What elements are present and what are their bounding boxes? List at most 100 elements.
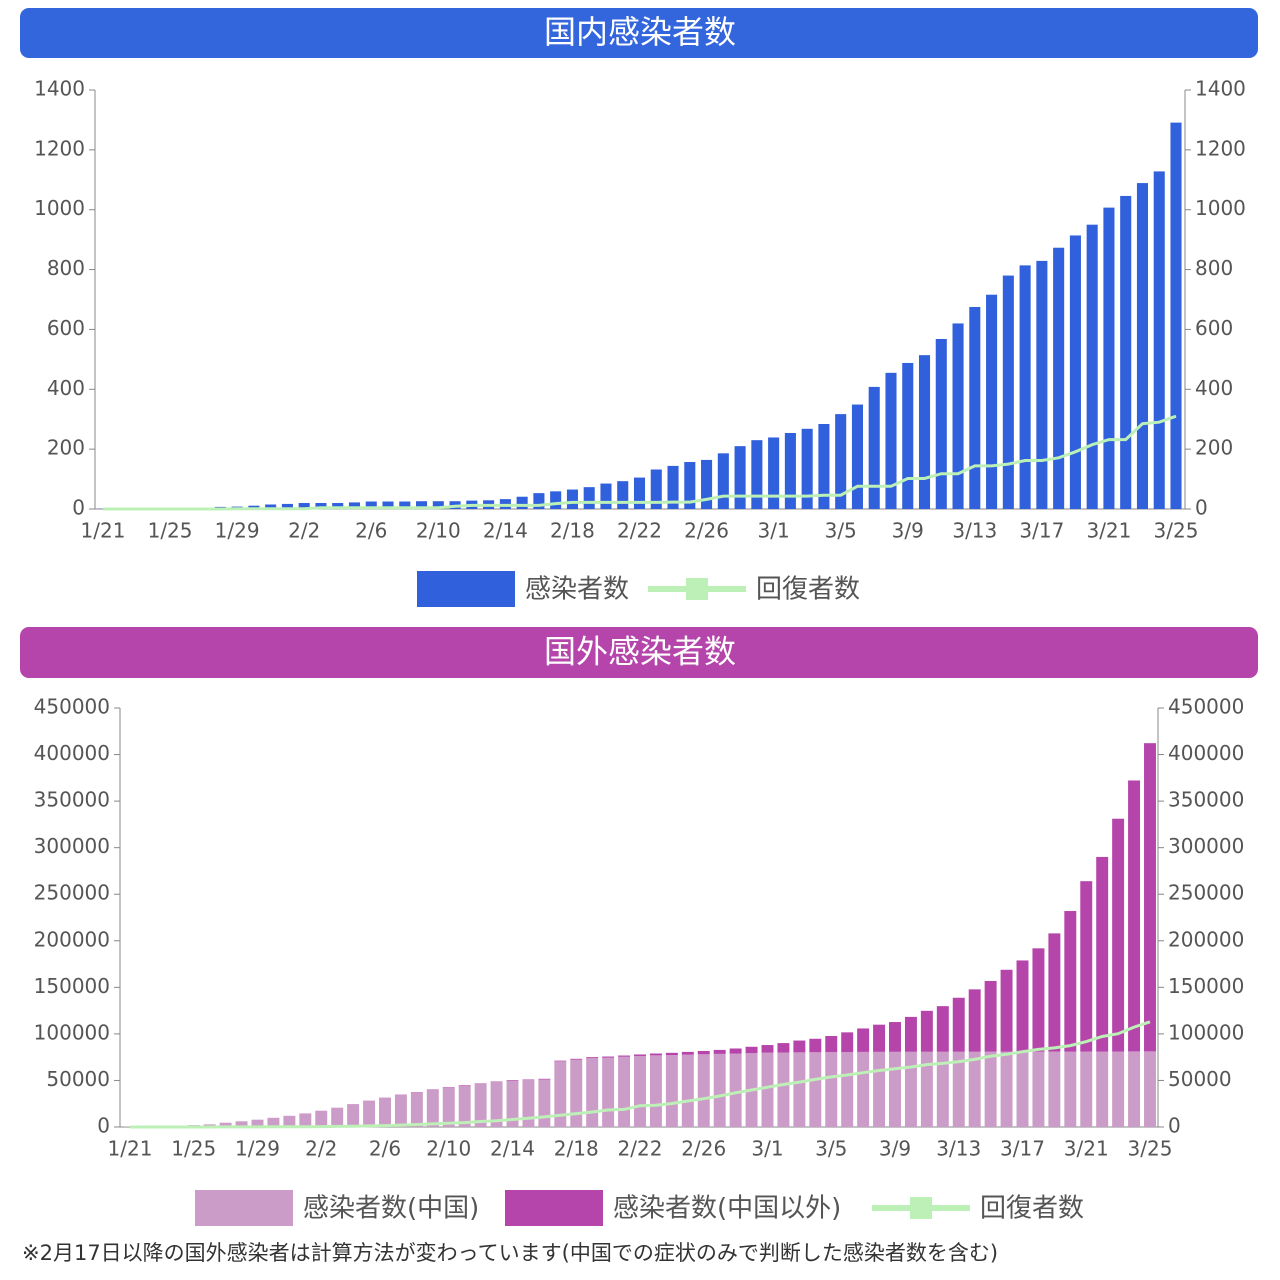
- bar: [1032, 948, 1045, 1052]
- y2-tick-label: 0: [1168, 1114, 1181, 1138]
- x-tick-label: 2/14: [490, 1137, 535, 1161]
- bar: [713, 1053, 726, 1127]
- bar: [600, 483, 612, 509]
- legend-swatch: [195, 1190, 293, 1226]
- y-tick-label: 200: [47, 436, 85, 460]
- y2-tick-label: 800: [1195, 256, 1233, 280]
- y-tick-label: 1000: [34, 196, 85, 220]
- x-tick-label: 3/25: [1154, 519, 1199, 543]
- bar: [570, 1058, 583, 1060]
- x-tick-label: 3/17: [1019, 519, 1064, 543]
- bar: [1016, 1051, 1029, 1127]
- bar: [1128, 780, 1141, 1052]
- x-tick-label: 2/18: [550, 519, 595, 543]
- title-bar: [20, 8, 1258, 58]
- bar: [1120, 195, 1132, 509]
- x-tick-label: 2/26: [681, 1137, 726, 1161]
- bar: [1144, 743, 1156, 1052]
- x-tick-label: 3/9: [879, 1137, 911, 1161]
- bar: [809, 1052, 822, 1127]
- bar: [665, 1055, 678, 1127]
- bar: [684, 462, 696, 509]
- bar: [267, 1117, 280, 1127]
- bar: [1153, 171, 1165, 510]
- bar: [618, 1056, 631, 1127]
- y-tick-label: 250000: [34, 881, 110, 905]
- bar: [1128, 1051, 1141, 1127]
- y-tick-label: 150000: [34, 974, 110, 998]
- y2-tick-label: 200000: [1168, 927, 1244, 951]
- y2-tick-label: 200: [1195, 436, 1233, 460]
- y-tick-label: 100000: [34, 1020, 110, 1044]
- bar: [586, 1057, 599, 1127]
- bar: [729, 1053, 742, 1127]
- x-tick-label: 2/6: [369, 1137, 401, 1161]
- bar: [968, 989, 981, 1052]
- bar: [602, 1057, 615, 1127]
- bar: [650, 469, 662, 509]
- bar: [667, 465, 679, 509]
- bar: [777, 1043, 790, 1053]
- bar: [363, 1100, 376, 1127]
- bar: [784, 432, 796, 509]
- bar: [416, 501, 428, 509]
- chart-title: 国外感染者数: [544, 633, 736, 671]
- bar: [1032, 1051, 1045, 1127]
- bar: [857, 1028, 870, 1052]
- bar: [873, 1051, 886, 1127]
- bar: [681, 1051, 694, 1055]
- bar: [490, 1081, 503, 1127]
- y2-tick-label: 0: [1195, 496, 1208, 520]
- bar: [793, 1052, 806, 1127]
- bar: [841, 1051, 854, 1127]
- x-tick-label: 2/22: [618, 1137, 663, 1161]
- legend-swatch: [417, 571, 515, 607]
- bar: [952, 323, 964, 509]
- bar: [761, 1045, 774, 1053]
- bar: [1048, 1051, 1061, 1127]
- bar: [583, 487, 595, 509]
- x-tick-label: 3/17: [1000, 1137, 1045, 1161]
- bar: [1112, 818, 1125, 1052]
- bar: [365, 501, 377, 509]
- y2-tick-label: 150000: [1168, 974, 1244, 998]
- bar: [936, 1051, 949, 1127]
- bar: [538, 1078, 551, 1080]
- x-tick-label: 3/5: [825, 519, 857, 543]
- x-tick-label: 1/21: [81, 519, 126, 543]
- bar: [935, 339, 947, 509]
- x-tick-label: 3/21: [1064, 1137, 1109, 1161]
- bar: [283, 1116, 296, 1127]
- bar: [602, 1056, 615, 1058]
- bar: [1002, 275, 1014, 509]
- bar: [426, 1089, 439, 1127]
- x-tick-label: 2/14: [483, 519, 528, 543]
- bar: [1048, 933, 1061, 1052]
- bar: [835, 414, 847, 509]
- bar: [533, 493, 545, 509]
- x-tick-label: 3/21: [1086, 519, 1131, 543]
- bar: [458, 1085, 471, 1127]
- bar: [904, 1016, 917, 1052]
- bar: [952, 1051, 965, 1127]
- bar: [751, 440, 763, 509]
- chart-title: 国内感染者数: [544, 13, 736, 51]
- bar: [586, 1057, 599, 1058]
- bar: [235, 1121, 248, 1127]
- bar: [649, 1053, 662, 1056]
- bar: [618, 1055, 631, 1057]
- y2-tick-label: 300000: [1168, 834, 1244, 858]
- bar: [777, 1052, 790, 1127]
- x-tick-label: 3/1: [758, 519, 790, 543]
- legend-label: 感染者数(中国): [303, 1194, 479, 1224]
- y2-tick-label: 400000: [1168, 741, 1244, 765]
- bar: [793, 1040, 806, 1053]
- y-tick-label: 1200: [34, 136, 85, 160]
- bar: [697, 1054, 710, 1127]
- y2-tick-label: 1000: [1195, 196, 1246, 220]
- title-bar: [20, 627, 1258, 678]
- bar: [315, 503, 327, 509]
- y2-tick-label: 450000: [1168, 695, 1244, 719]
- bar: [1036, 260, 1048, 509]
- bar: [649, 1055, 662, 1127]
